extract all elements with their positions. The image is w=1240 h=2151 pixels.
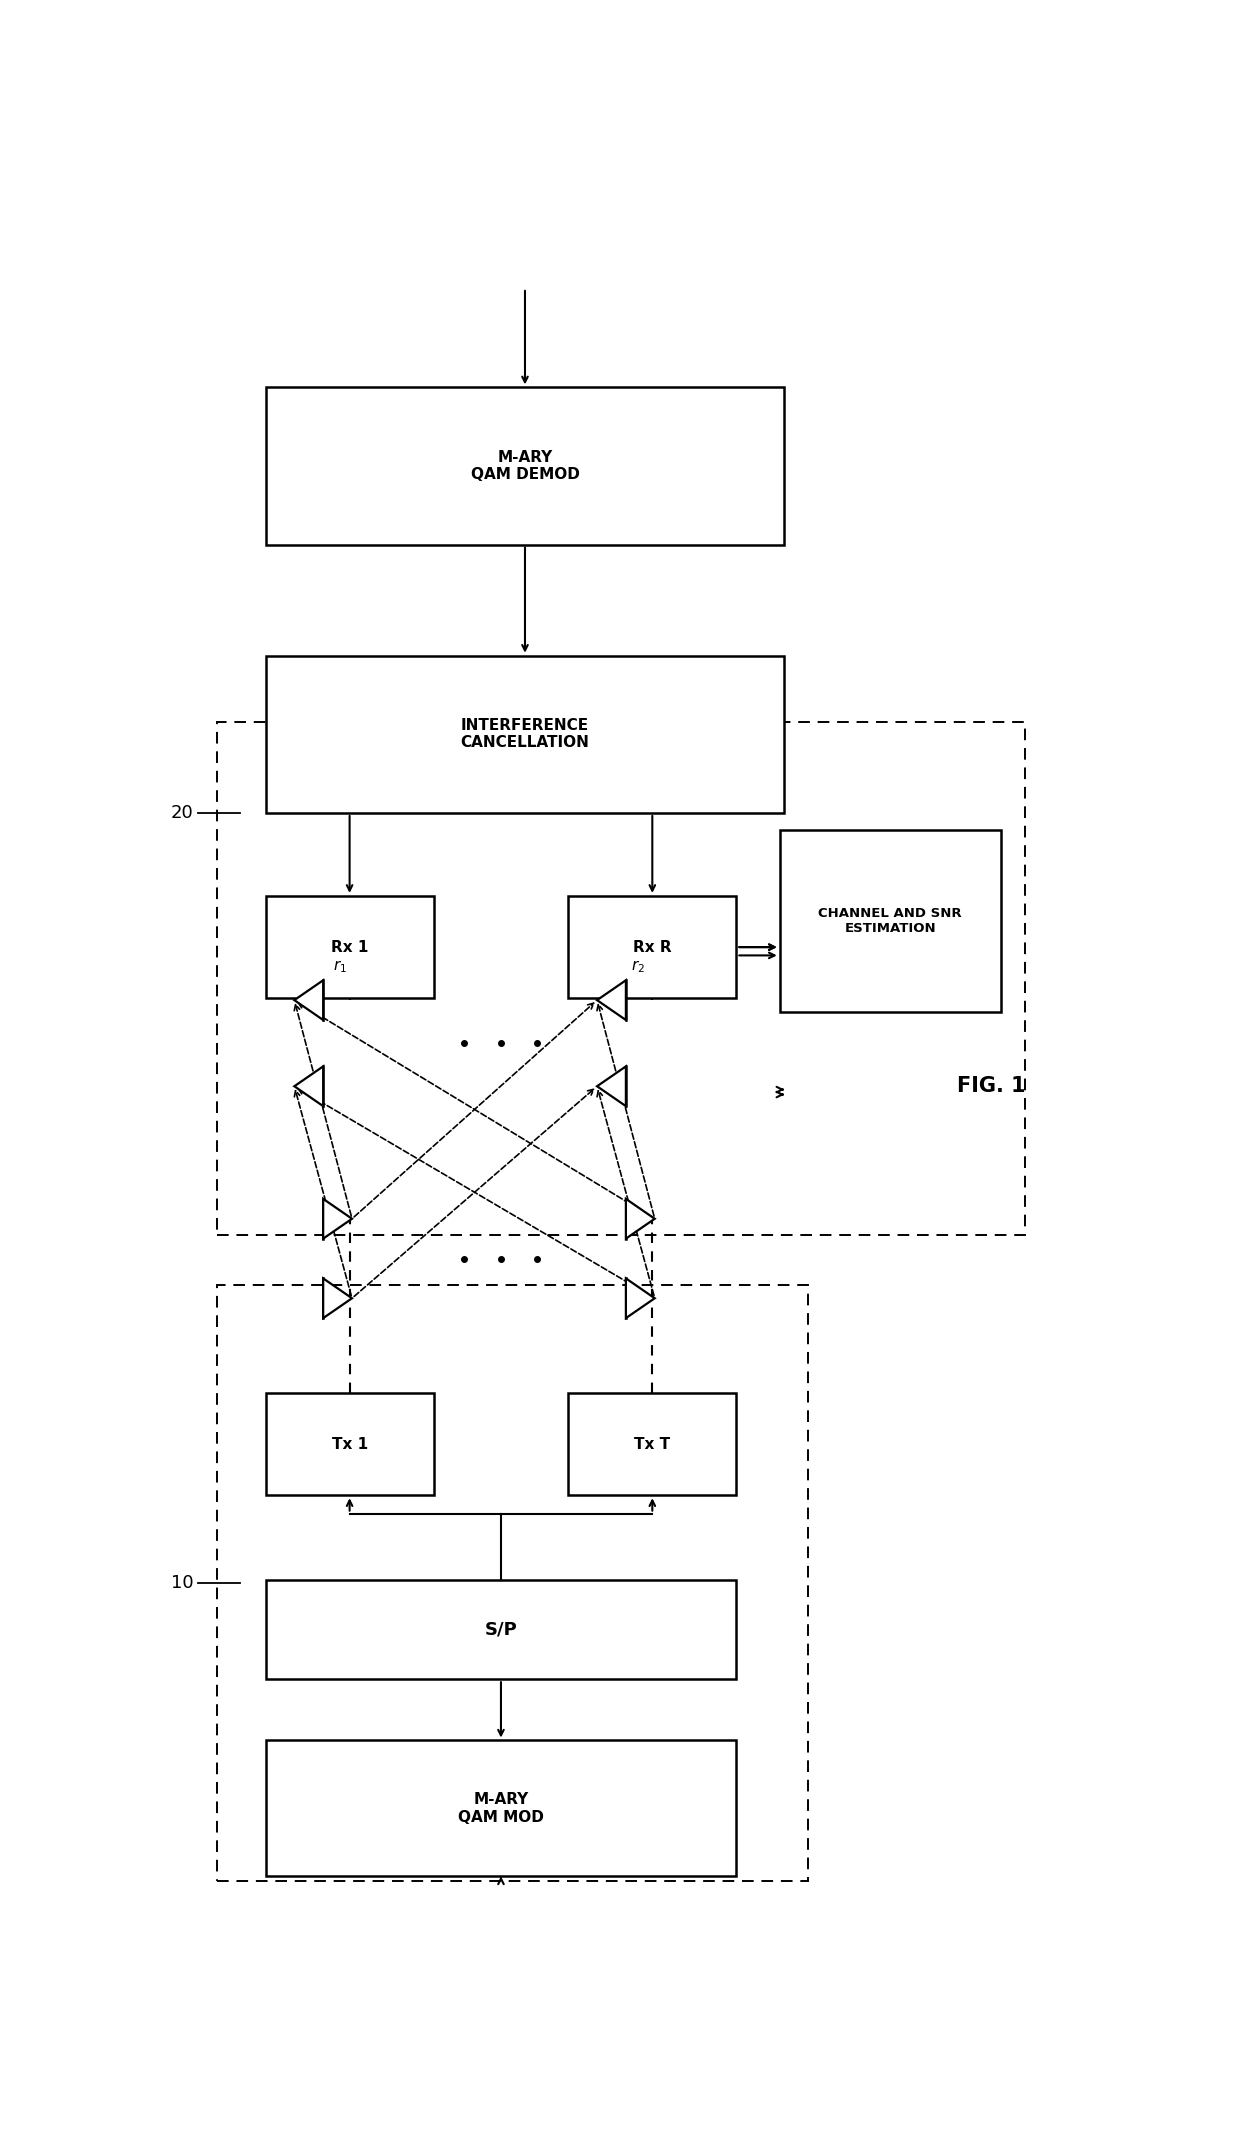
Text: INTERFERENCE
CANCELLATION: INTERFERENCE CANCELLATION <box>460 718 589 751</box>
Text: M-ARY
QAM MOD: M-ARY QAM MOD <box>458 1792 544 1824</box>
Bar <box>217 1284 808 1882</box>
Text: Tx T: Tx T <box>634 1437 671 1452</box>
Bar <box>265 387 785 544</box>
Bar <box>217 723 1024 1235</box>
Text: $r_1$: $r_1$ <box>332 959 346 974</box>
Text: S/P: S/P <box>485 1620 517 1639</box>
Text: CHANNEL AND SNR
ESTIMATION: CHANNEL AND SNR ESTIMATION <box>818 906 962 936</box>
Bar <box>780 830 1001 1011</box>
Bar <box>568 1392 737 1495</box>
Text: Tx 1: Tx 1 <box>331 1437 368 1452</box>
Polygon shape <box>294 1067 324 1106</box>
Polygon shape <box>626 1278 655 1319</box>
Polygon shape <box>324 1198 352 1239</box>
Bar <box>265 656 785 813</box>
Polygon shape <box>596 981 626 1020</box>
Bar <box>265 895 434 998</box>
Bar <box>265 1392 434 1495</box>
Polygon shape <box>596 1067 626 1106</box>
Bar <box>568 895 737 998</box>
Text: $r_2$: $r_2$ <box>631 959 645 974</box>
Bar <box>265 1740 737 1876</box>
Text: Rx 1: Rx 1 <box>331 940 368 955</box>
Text: M-ARY
QAM DEMOD: M-ARY QAM DEMOD <box>470 450 579 482</box>
Text: 10: 10 <box>171 1575 193 1592</box>
Text: Rx R: Rx R <box>632 940 672 955</box>
Polygon shape <box>294 981 324 1020</box>
Polygon shape <box>324 1278 352 1319</box>
Bar <box>265 1579 737 1680</box>
Text: FIG. 1: FIG. 1 <box>957 1076 1025 1097</box>
Text: 20: 20 <box>171 804 193 822</box>
Polygon shape <box>626 1198 655 1239</box>
